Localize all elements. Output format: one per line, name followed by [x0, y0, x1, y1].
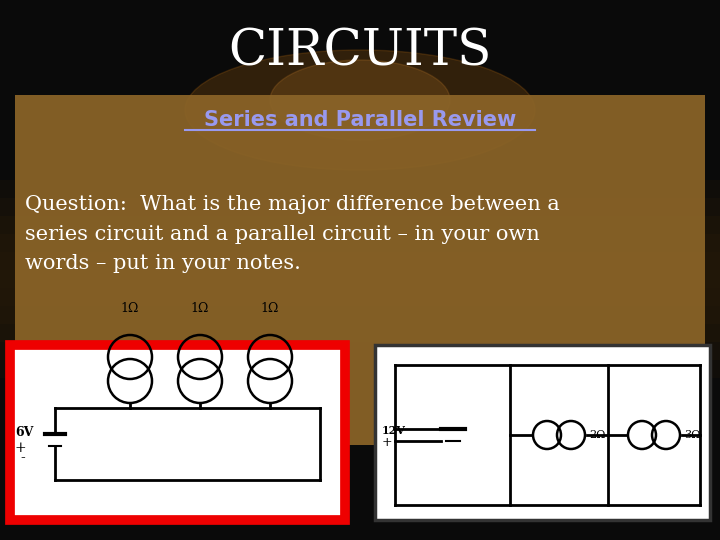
Bar	[0, 288, 720, 306]
Bar	[0, 234, 720, 252]
Text: +: +	[382, 435, 392, 449]
Bar	[0, 360, 720, 378]
Bar	[0, 216, 720, 234]
Text: 1Ω: 1Ω	[121, 302, 139, 315]
Bar	[0, 180, 720, 198]
Text: +: +	[15, 441, 27, 455]
Bar	[0, 198, 720, 216]
Text: Series and Parallel Review: Series and Parallel Review	[204, 110, 516, 130]
Text: 12V: 12V	[382, 424, 406, 435]
Ellipse shape	[185, 50, 535, 170]
Bar	[0, 270, 720, 288]
Text: CIRCUITS: CIRCUITS	[228, 28, 492, 77]
Text: 2Ω: 2Ω	[589, 430, 606, 440]
Bar	[15, 95, 705, 445]
Bar	[0, 342, 720, 360]
Ellipse shape	[270, 60, 450, 140]
Bar	[0, 306, 720, 324]
Text: 6V: 6V	[15, 426, 33, 438]
Text: Question:  What is the major difference between a
series circuit and a parallel : Question: What is the major difference b…	[25, 195, 559, 273]
Text: 1Ω: 1Ω	[261, 302, 279, 315]
Bar	[0, 252, 720, 270]
Bar	[10, 345, 345, 520]
Bar	[375, 345, 710, 520]
Text: 3Ω: 3Ω	[684, 430, 701, 440]
Bar	[0, 324, 720, 342]
Text: 1Ω: 1Ω	[191, 302, 210, 315]
Text: -: -	[20, 451, 24, 465]
